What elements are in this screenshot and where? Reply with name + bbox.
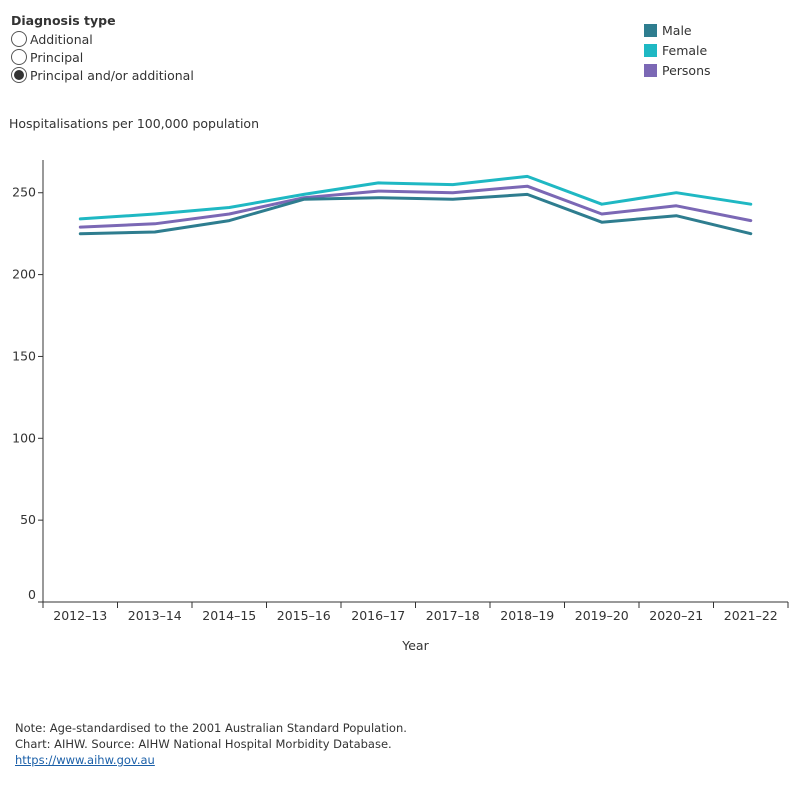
line-chart: 0 50 100 150 200 250 2012–13 2013–14 2014–15 2015… bbox=[12, 160, 789, 653]
radio-button-icon[interactable] bbox=[11, 31, 27, 47]
legend-item-female[interactable]: Female bbox=[644, 40, 711, 60]
series-line-persons bbox=[78, 184, 753, 229]
legend-item-male[interactable]: Male bbox=[644, 20, 711, 40]
x-tick-label: 2020–21 bbox=[649, 608, 703, 623]
y-tick-label: 0 bbox=[28, 587, 36, 602]
x-tick-label: 2012–13 bbox=[53, 608, 107, 623]
x-tick-label: 2016–17 bbox=[351, 608, 405, 623]
radio-option-additional[interactable]: Additional bbox=[11, 30, 194, 48]
aihw-link[interactable]: https://www.aihw.gov.au bbox=[15, 753, 155, 767]
y-tick-label: 200 bbox=[12, 267, 36, 282]
radio-label: Additional bbox=[30, 31, 93, 47]
x-axis-title: Year bbox=[401, 638, 429, 653]
legend-swatch-male bbox=[644, 23, 657, 37]
legend: Male Female Persons bbox=[644, 20, 711, 80]
series-line-female bbox=[78, 174, 753, 221]
x-tick-label: 2015–16 bbox=[277, 608, 331, 623]
x-tick-label: 2018–19 bbox=[500, 608, 554, 623]
y-tick-label: 100 bbox=[12, 430, 36, 445]
radio-label: Principal bbox=[30, 49, 84, 65]
y-tick-label: 50 bbox=[20, 512, 36, 527]
chart-notes: Note: Age-standardised to the 2001 Austr… bbox=[15, 720, 407, 768]
legend-label: Persons bbox=[662, 62, 711, 78]
radio-label: Principal and/or additional bbox=[30, 67, 194, 83]
radio-button-icon[interactable] bbox=[11, 49, 27, 65]
x-tick-label: 2019–20 bbox=[575, 608, 629, 623]
radio-option-principal[interactable]: Principal bbox=[11, 48, 194, 66]
radio-button-selected-icon[interactable] bbox=[11, 67, 27, 83]
y-axis-title: Hospitalisations per 100,000 population bbox=[9, 116, 259, 131]
x-tick-label: 2014–15 bbox=[202, 608, 256, 623]
series-line-male bbox=[78, 192, 753, 236]
diagnosis-type-filter: Diagnosis type Additional Principal Prin… bbox=[11, 13, 194, 84]
y-tick-label: 250 bbox=[12, 185, 36, 200]
legend-label: Male bbox=[662, 22, 692, 38]
legend-swatch-persons bbox=[644, 63, 657, 77]
radio-option-principal-and-or-additional[interactable]: Principal and/or additional bbox=[11, 66, 194, 84]
x-tick-label: 2017–18 bbox=[426, 608, 480, 623]
filter-title: Diagnosis type bbox=[11, 13, 116, 28]
note-line: Note: Age-standardised to the 2001 Austr… bbox=[15, 721, 407, 735]
legend-label: Female bbox=[662, 42, 708, 58]
legend-item-persons[interactable]: Persons bbox=[644, 60, 711, 80]
legend-swatch-female bbox=[644, 43, 657, 57]
x-tick-label: 2021–22 bbox=[724, 608, 778, 623]
source-line: Chart: AIHW. Source: AIHW National Hospi… bbox=[15, 737, 392, 751]
x-tick-label: 2013–14 bbox=[128, 608, 182, 623]
y-tick-label: 150 bbox=[12, 348, 36, 363]
